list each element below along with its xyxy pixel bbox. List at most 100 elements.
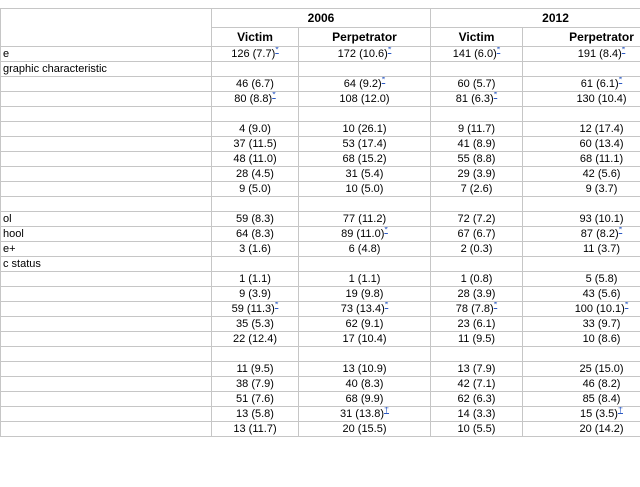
value-cell: 85 (8.4) xyxy=(522,391,640,407)
value-cell: 33 (9.7) xyxy=(522,316,640,332)
table-row: 46 (6.7) 64 (9.2)* 60 (5.7) 61 (6.1)* xyxy=(0,76,640,92)
cell-value: 55 (8.8) xyxy=(457,152,496,165)
footnote-marker-link[interactable]: * xyxy=(621,46,626,54)
footnote-marker-link[interactable]: * xyxy=(624,301,629,309)
footnote-marker-link[interactable]: † xyxy=(384,406,390,414)
table-row: 11 (9.5) 13 (10.9) 13 (7.9) 25 (15.0) xyxy=(0,361,640,377)
value-cell: 35 (5.3) xyxy=(211,316,299,332)
value-cell xyxy=(211,61,299,77)
row-label xyxy=(0,331,212,347)
cell-value: 62 (9.1) xyxy=(345,317,384,330)
cell-value: 15 (3.5) xyxy=(580,407,618,420)
value-cell: 41 (8.9) xyxy=(430,136,524,152)
row-label xyxy=(0,136,212,152)
value-cell: 77 (11.2) xyxy=(297,211,432,227)
cell-value: 11 (9.5) xyxy=(236,362,274,375)
row-label xyxy=(0,361,212,377)
table-row: 38 (7.9) 40 (8.3) 42 (7.1) 46 (8.2) xyxy=(0,376,640,392)
value-cell: 81 (6.3)* xyxy=(430,91,524,107)
table-row: 37 (11.5) 53 (17.4) 41 (8.9) 60 (13.4) xyxy=(0,136,640,152)
footnote-marker-link[interactable]: * xyxy=(381,76,386,84)
footnote-marker-link[interactable]: * xyxy=(493,301,498,309)
cell-value: 11 (9.5) xyxy=(457,332,496,345)
value-cell: 28 (4.5) xyxy=(211,166,299,182)
cell-value: 85 (8.4) xyxy=(582,392,621,405)
cell-value: 10 (5.0) xyxy=(345,182,384,195)
value-cell: 72 (7.2) xyxy=(430,211,524,227)
footnote-marker-link[interactable]: * xyxy=(496,46,501,54)
value-cell: 108 (12.0) xyxy=(297,91,432,107)
value-cell: 38 (7.9) xyxy=(211,376,299,392)
cell-value: 1 (0.8) xyxy=(460,272,493,285)
footnote-marker-link[interactable]: * xyxy=(274,301,279,309)
footnote-marker-link[interactable]: * xyxy=(384,226,388,234)
value-cell: 13 (10.9) xyxy=(297,361,432,377)
value-cell xyxy=(522,256,640,272)
value-cell: 73 (13.4)* xyxy=(297,301,432,317)
value-cell: 22 (12.4) xyxy=(211,331,299,347)
footnote-marker-link[interactable]: * xyxy=(618,76,623,84)
table-row: 22 (12.4) 17 (10.4) 11 (9.5) 10 (8.6) xyxy=(0,331,640,347)
table-row: 80 (8.8)* 108 (12.0) 81 (6.3)* 130 (10.4) xyxy=(0,91,640,107)
cell-value: 108 (12.0) xyxy=(339,92,390,105)
footnote-marker-link[interactable]: * xyxy=(618,226,623,234)
footnote-marker-link[interactable]: † xyxy=(617,406,623,414)
cell-value: 13 (5.8) xyxy=(236,407,274,420)
cell-value: 11 (3.7) xyxy=(582,242,621,255)
cell-value: 4 (9.0) xyxy=(239,122,271,135)
value-cell: 9 (5.0) xyxy=(211,181,299,197)
cell-value: 68 (11.1) xyxy=(579,152,624,165)
cell-value: 172 (10.6) xyxy=(337,47,388,60)
cell-value: 93 (10.1) xyxy=(579,212,624,225)
value-cell: 15 (3.5)† xyxy=(522,406,640,422)
cell-value: 60 (5.7) xyxy=(457,77,496,90)
value-cell: 3 (1.6) xyxy=(211,241,299,257)
value-cell: 10 (8.6) xyxy=(522,331,640,347)
cell-value: 77 (11.2) xyxy=(342,212,387,225)
value-cell: 13 (11.7) xyxy=(211,421,299,437)
value-cell: 7 (2.6) xyxy=(430,181,524,197)
footnote-marker-link[interactable]: * xyxy=(493,91,498,99)
footnote-marker-link[interactable]: * xyxy=(275,46,279,54)
year-header-2012: 2012 xyxy=(430,8,640,28)
cell-value: 59 (11.3) xyxy=(231,302,275,315)
row-label: c status xyxy=(0,256,212,272)
value-cell: 10 (5.5) xyxy=(430,421,524,437)
cell-value: 78 (7.8) xyxy=(455,302,494,315)
section-row xyxy=(0,196,640,212)
row-label: e+ xyxy=(0,241,212,257)
section-row xyxy=(0,106,640,122)
cell-value: 59 (8.3) xyxy=(236,212,274,225)
cell-value: 10 (5.5) xyxy=(457,422,496,435)
value-cell: 20 (14.2) xyxy=(522,421,640,437)
cell-value: 48 (11.0) xyxy=(233,152,277,165)
cell-value: 33 (9.7) xyxy=(582,317,621,330)
cell-value: 53 (17.4) xyxy=(342,137,387,150)
value-cell: 11 (3.7) xyxy=(522,241,640,257)
cell-value: 61 (6.1) xyxy=(580,77,619,90)
table-row: 1 (1.1) 1 (1.1) 1 (0.8) 5 (5.8) xyxy=(0,271,640,287)
column-header-victim-2006: Victim xyxy=(211,27,299,47)
value-cell xyxy=(297,346,432,362)
value-cell: 62 (9.1) xyxy=(297,316,432,332)
cell-value: 64 (8.3) xyxy=(236,227,274,240)
section-row: graphic characteristic xyxy=(0,61,640,77)
value-cell: 43 (5.6) xyxy=(522,286,640,302)
cell-value: 51 (7.6) xyxy=(236,392,274,405)
value-cell xyxy=(211,256,299,272)
footnote-marker-link[interactable]: * xyxy=(384,301,389,309)
footnote-marker-link[interactable]: * xyxy=(272,91,276,99)
cell-value: 17 (10.4) xyxy=(342,332,387,345)
value-cell: 68 (11.1) xyxy=(522,151,640,167)
value-cell: 13 (7.9) xyxy=(430,361,524,377)
value-cell: 42 (5.6) xyxy=(522,166,640,182)
value-cell: 31 (13.8)† xyxy=(297,406,432,422)
cell-value: 141 (6.0) xyxy=(452,47,497,60)
footnote-marker-link[interactable]: * xyxy=(387,46,392,54)
value-cell: 11 (9.5) xyxy=(211,361,299,377)
table-row: 35 (5.3) 62 (9.1) 23 (6.1) 33 (9.7) xyxy=(0,316,640,332)
value-cell: 78 (7.8)* xyxy=(430,301,524,317)
value-cell: 10 (26.1) xyxy=(297,121,432,137)
cell-value: 25 (15.0) xyxy=(579,362,624,375)
value-cell: 130 (10.4) xyxy=(522,91,640,107)
